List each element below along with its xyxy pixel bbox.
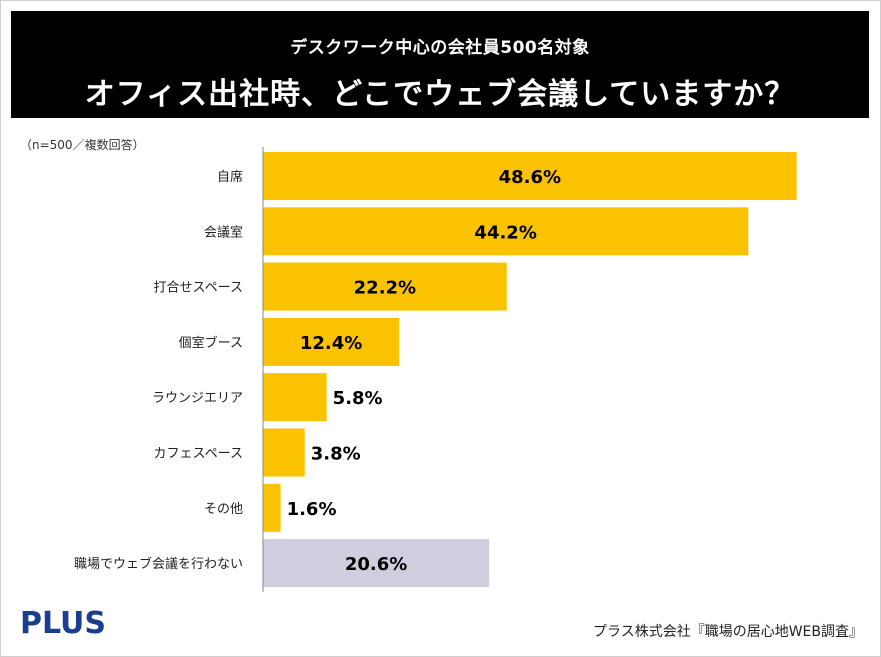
- category-label: 個室ブース: [179, 335, 243, 351]
- value-label: 5.8%: [333, 388, 383, 409]
- bar: [263, 207, 749, 256]
- value-label: 3.8%: [311, 444, 361, 465]
- bar: [263, 317, 400, 366]
- category-label: 打合せスペース: [154, 281, 243, 296]
- category-label: その他: [204, 502, 243, 517]
- bar: [263, 262, 507, 311]
- value-label: 44.2%: [474, 222, 536, 243]
- category-label: 職場でウェブ会議を行わない: [74, 556, 243, 572]
- bar: [263, 539, 490, 588]
- value-label: 22.2%: [354, 278, 416, 299]
- bar: [263, 428, 305, 477]
- value-label: 1.6%: [287, 499, 337, 520]
- value-label: 20.6%: [345, 554, 407, 575]
- value-label: 12.4%: [300, 333, 362, 354]
- header-banner: デスクワーク中心の会社員500名対象 オフィス出社時、どこでウェブ会議しています…: [11, 11, 869, 118]
- plus-logo: PLUS: [20, 606, 107, 641]
- chart-subtitle: デスクワーク中心の会社員500名対象: [290, 38, 590, 58]
- value-label: 48.6%: [499, 167, 561, 188]
- sample-note: （n=500／複数回答）: [20, 138, 145, 152]
- category-label: カフェスペース: [154, 447, 243, 462]
- bar: [263, 483, 281, 532]
- category-label: 自席: [217, 169, 243, 185]
- bar: [263, 373, 327, 422]
- source-credit: プラス株式会社『職場の居心地WEB調査』: [592, 624, 863, 640]
- category-label: ラウンジエリア: [152, 391, 243, 406]
- category-label: 会議室: [204, 224, 243, 240]
- bar: [263, 152, 797, 200]
- chart-title: オフィス出社時、どこでウェブ会議していますか？: [84, 77, 796, 112]
